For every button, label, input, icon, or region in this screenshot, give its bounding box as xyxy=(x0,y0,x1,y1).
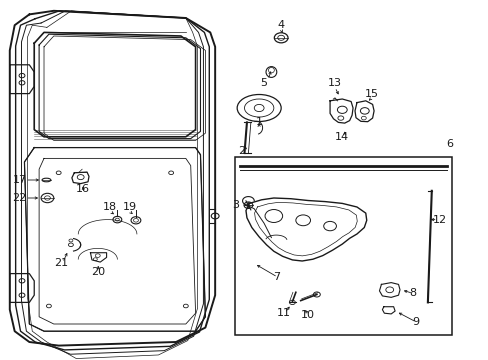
Text: 6: 6 xyxy=(446,139,452,149)
Text: 1: 1 xyxy=(255,117,262,127)
Text: 15: 15 xyxy=(364,89,378,99)
Text: 7: 7 xyxy=(272,272,279,282)
Text: 5: 5 xyxy=(260,78,267,88)
Text: 14: 14 xyxy=(335,132,348,142)
Text: 8: 8 xyxy=(409,288,416,298)
Text: 13: 13 xyxy=(327,78,341,88)
Text: 21: 21 xyxy=(54,258,68,268)
Text: 16: 16 xyxy=(76,184,90,194)
Text: 22: 22 xyxy=(12,193,27,203)
Text: 4: 4 xyxy=(277,20,284,30)
Text: 9: 9 xyxy=(411,317,418,327)
Text: 17: 17 xyxy=(13,175,26,185)
Text: 11: 11 xyxy=(276,308,290,318)
Text: 3: 3 xyxy=(232,200,239,210)
Text: 12: 12 xyxy=(432,215,446,225)
Text: 19: 19 xyxy=(122,202,136,212)
Bar xyxy=(234,157,451,335)
Text: 18: 18 xyxy=(103,202,117,212)
Text: 2: 2 xyxy=(238,146,245,156)
Text: 10: 10 xyxy=(301,310,314,320)
Text: 20: 20 xyxy=(91,267,104,277)
